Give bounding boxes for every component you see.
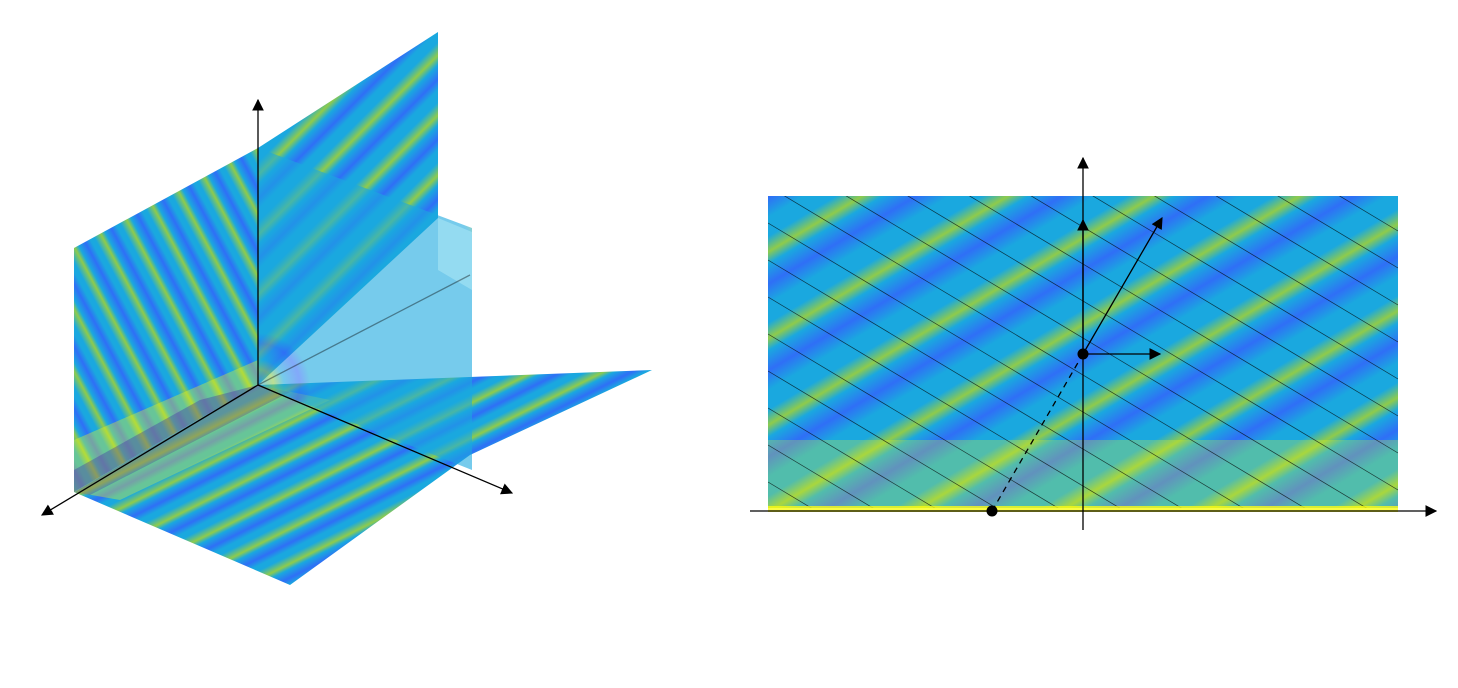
contour-line [768,370,998,508]
right-2d-panel [750,0,1438,688]
contour-line [768,0,1398,9]
floor-plane [74,370,652,585]
contour-line [1215,196,1398,306]
contour-line [1153,196,1398,343]
contour-line [768,0,1398,46]
observation-point [1077,348,1089,360]
3d-axes [40,98,514,516]
contour-line [768,519,1398,688]
dashed-ray [991,353,1084,512]
contour-line [1092,196,1398,380]
vectors [991,216,1163,512]
contour-line [768,407,936,508]
x-axis-left [40,384,259,516]
contour-line [768,630,1398,688]
contour-line [768,556,1398,688]
source-point [986,505,998,517]
contour-line [1277,196,1398,269]
contour-line [768,0,1398,120]
diagonal-axis [257,274,471,386]
curved-surface [258,148,472,470]
translucent-slab [438,218,472,290]
contour-line [768,593,1398,688]
contour-line [768,0,1398,83]
wave-vector [1082,216,1163,355]
left-3d-panel [40,32,652,585]
y-axis-right [257,384,514,495]
contour-line [768,333,1059,508]
contour-line [768,667,1398,688]
contour-line [768,0,1398,157]
